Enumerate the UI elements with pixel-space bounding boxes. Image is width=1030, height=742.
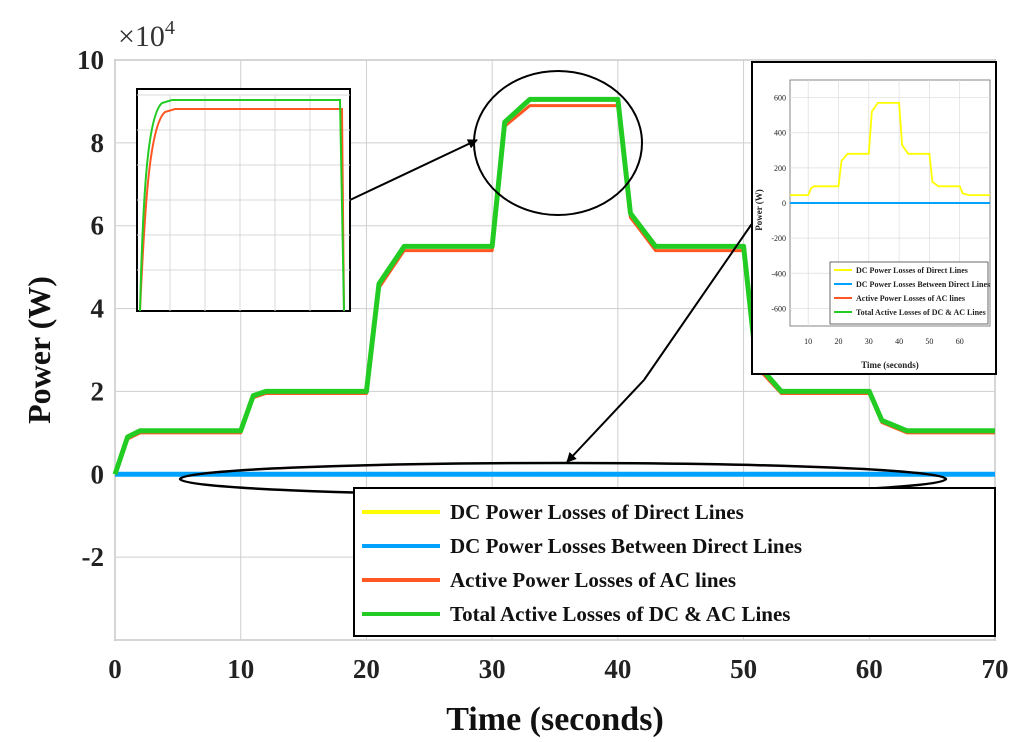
legend-label: DC Power Losses Between Direct Lines	[450, 534, 802, 558]
inset-y-tick-label: -600	[771, 304, 786, 313]
inset-legend-label: DC Power Losses of Direct Lines	[856, 266, 968, 275]
y-tick-label: 4	[91, 294, 105, 324]
legend-label: DC Power Losses of Direct Lines	[450, 500, 744, 524]
inset-y-tick-label: 400	[774, 129, 786, 138]
legend: DC Power Losses of Direct Lines DC Power …	[353, 487, 996, 637]
y-multiplier: ×104	[118, 17, 175, 53]
inset-y-tick-label: -200	[771, 234, 786, 243]
inset-legend-label: Total Active Losses of DC & AC Lines	[856, 308, 986, 317]
x-tick-label: 20	[353, 654, 380, 684]
y-tick-label: 10	[77, 45, 104, 75]
losses-inset-y-ticks: 600 400 200 0 -200 -400 -600	[771, 94, 786, 314]
x-tick-label: 60	[856, 654, 883, 684]
x-tick-label: 70	[982, 654, 1009, 684]
losses-inset-legend: DC Power Losses of Direct Lines DC Power …	[834, 266, 990, 317]
y-tick-label: 0	[91, 459, 105, 489]
losses-inset-legend-box	[829, 261, 989, 325]
x-tick-labels: 0 10 20 30 40 50 60 70	[108, 654, 1008, 684]
inset-y-tick-label: 600	[774, 94, 786, 103]
x-tick-label: 10	[227, 654, 254, 684]
inset-x-tick-label: 40	[895, 337, 903, 346]
series-lines	[112, 96, 995, 477]
zoom-inset-series	[139, 99, 345, 312]
inset-legend-label: DC Power Losses Between Direct Lines	[856, 280, 990, 289]
zoom-inset	[136, 88, 351, 312]
losses-inset-x-label: Time (seconds)	[861, 360, 919, 370]
inset-y-tick-label: 200	[774, 164, 786, 173]
legend-label: Total Active Losses of DC & AC Lines	[450, 602, 790, 626]
inset-x-tick-label: 20	[834, 337, 842, 346]
legend-label: Active Power Losses of AC lines	[450, 568, 736, 592]
inset-x-tick-label: 60	[956, 337, 964, 346]
y-multiplier-exponent: 4	[165, 17, 175, 39]
losses-inset-y-label: Power (W)	[754, 189, 764, 231]
baseline-arrow-down	[566, 379, 645, 463]
inset-y-tick-label: 0	[782, 199, 786, 208]
legend-box	[353, 487, 996, 637]
zoom-arrow	[349, 139, 478, 201]
x-axis-label: Time (seconds)	[446, 701, 664, 738]
losses-inset-series	[790, 101, 990, 204]
inset-dc-direct-line	[790, 101, 990, 196]
y-axis-label: Power (W)	[21, 276, 57, 424]
zoom-inset-grid	[137, 94, 350, 311]
y-tick-label: 8	[91, 128, 105, 158]
losses-inset-x-ticks: 10 20 30 40 50 60	[804, 337, 964, 346]
y-tick-label: 6	[91, 211, 105, 241]
legend-items: DC Power Losses of Direct Lines DC Power …	[362, 500, 802, 626]
x-tick-label: 40	[604, 654, 631, 684]
x-tick-label: 0	[108, 654, 122, 684]
x-tick-label: 50	[730, 654, 757, 684]
x-tick-label: 30	[479, 654, 506, 684]
inset-x-tick-label: 30	[865, 337, 873, 346]
inset-y-tick-label: -400	[771, 269, 786, 278]
zoom-series-line	[139, 99, 345, 312]
losses-inset: 600 400 200 0 -200 -400 -600 10 20 30 40 50 60 Time…	[751, 61, 997, 375]
y-tick-labels: 10 8 6 4 2 0 -2	[77, 45, 104, 572]
series-line	[112, 96, 995, 476]
y-tick-label: 2	[91, 376, 105, 406]
baseline-arrow-up	[643, 211, 761, 381]
inset-legend-label: Active Power Losses of AC lines	[856, 294, 965, 303]
y-multiplier-base: ×10	[118, 20, 165, 53]
inset-x-tick-label: 10	[804, 337, 812, 346]
inset-x-tick-label: 50	[925, 337, 933, 346]
y-tick-label: -2	[82, 542, 105, 572]
